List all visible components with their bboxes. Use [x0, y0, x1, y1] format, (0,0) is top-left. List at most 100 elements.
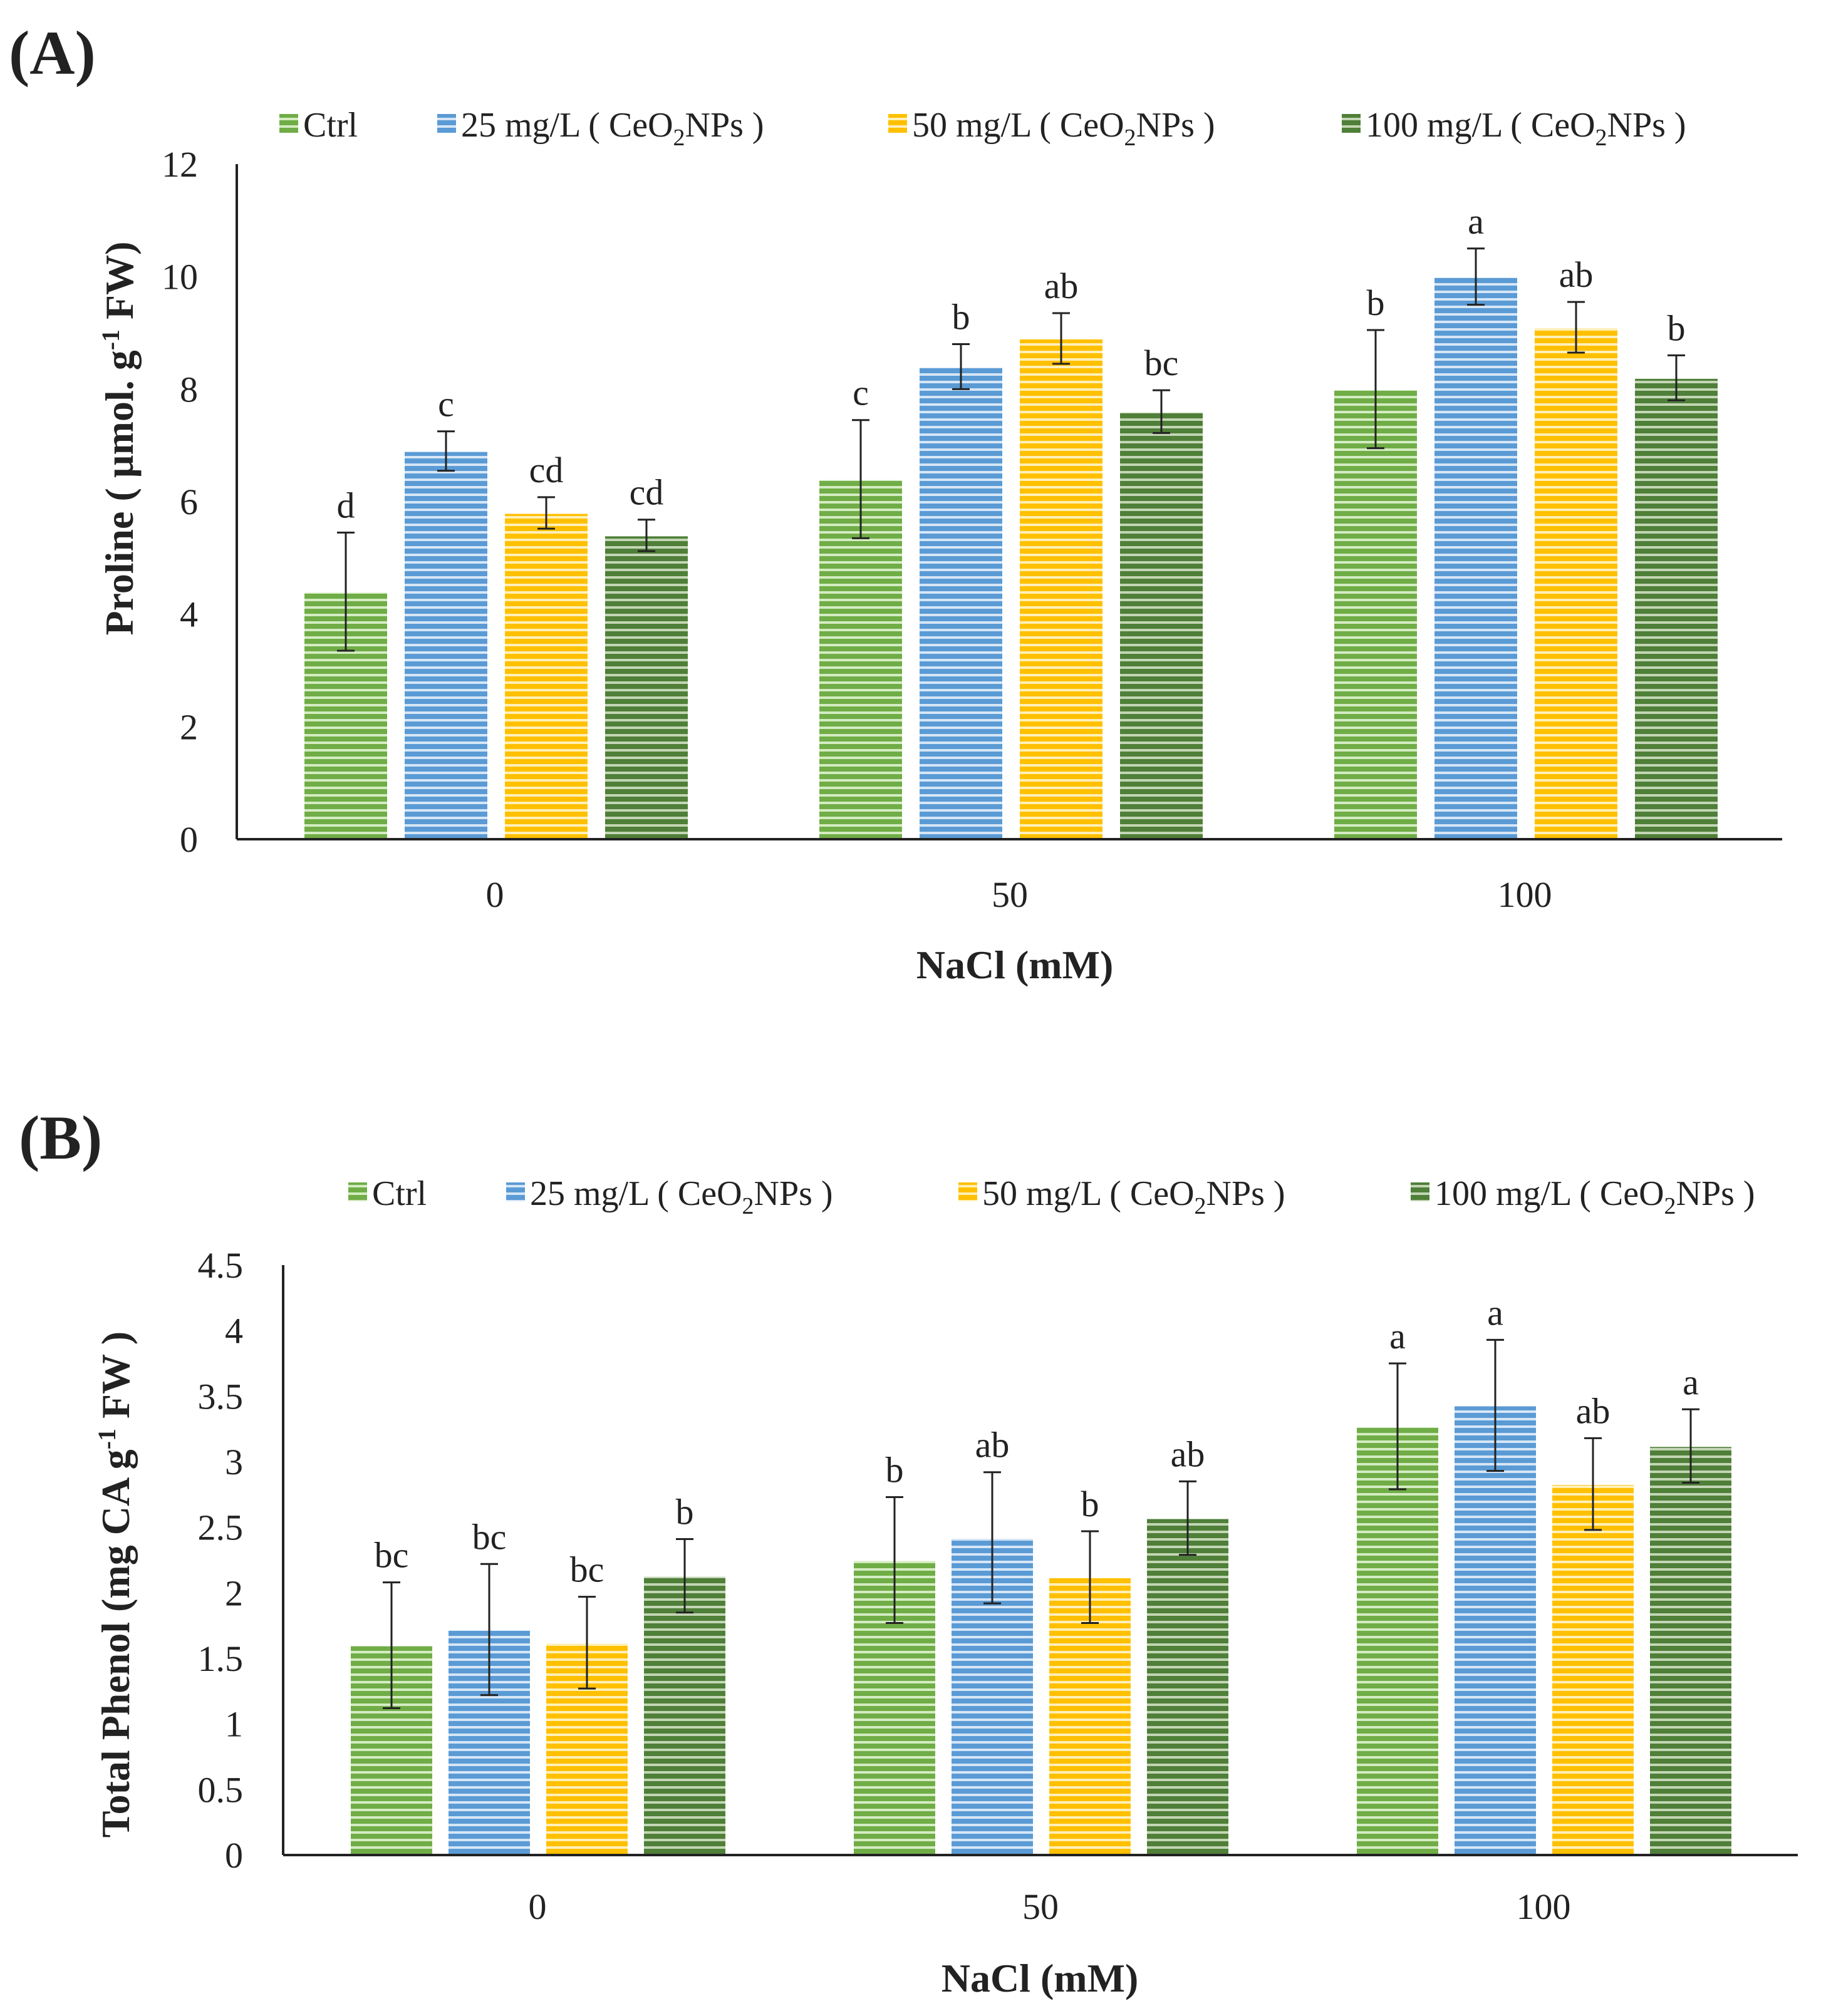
error-bar — [676, 1538, 693, 1614]
legend-label-d100: 100 mg/L ( CeO2NPs ) — [1366, 106, 1686, 151]
bar-d25-nacl-100 — [1455, 1405, 1536, 1855]
bar-d25-nacl-50 — [920, 366, 1002, 839]
y-tick-label: 1 — [225, 1704, 243, 1745]
significance-letter: ab — [975, 1425, 1010, 1465]
error-bar — [1567, 301, 1585, 354]
error-bar — [1153, 389, 1170, 434]
x-tick-label: 50 — [1022, 1886, 1059, 1927]
significance-letter: c — [438, 384, 454, 425]
legend: Ctrl 25 mg/L ( CeO2NPs ) 50 mg/L ( CeO2NPs… — [348, 1174, 1755, 1219]
y-tick-label: 3.5 — [198, 1376, 244, 1417]
x-axis-title: NaCl (mM) — [916, 943, 1114, 987]
bar-d100-nacl-100 — [1650, 1445, 1731, 1855]
error-bar — [983, 1471, 1001, 1605]
bar-ctrl-nacl-100 — [1334, 389, 1417, 839]
legend-swatch-d25 — [437, 114, 456, 133]
legend-label-ctrl: Ctrl — [303, 106, 358, 145]
bar-d100-nacl-100 — [1635, 378, 1718, 839]
x-tick-label: 50 — [992, 874, 1028, 915]
legend-label-d50: 50 mg/L ( CeO2NPs ) — [982, 1174, 1285, 1219]
x-axis-title: NaCl (mM) — [942, 1956, 1139, 2000]
error-bar — [383, 1581, 400, 1710]
significance-letter: ab — [1576, 1390, 1611, 1431]
x-tick-label: 0 — [529, 1886, 547, 1927]
legend-swatch-ctrl — [348, 1182, 367, 1201]
significance-letter: bc — [472, 1516, 507, 1557]
chart-panel-b: (B) Ctrl 25 mg/L ( CeO2NPs ) 50 mg/L ( CeO… — [19, 1103, 1798, 2000]
significance-letter: c — [853, 373, 869, 413]
y-tick-label: 0.5 — [198, 1769, 244, 1810]
error-bar — [437, 430, 455, 472]
bar-d100-nacl-0 — [644, 1576, 725, 1855]
error-bar — [1668, 354, 1685, 401]
error-bar — [1486, 1338, 1504, 1472]
legend-label-ctrl: Ctrl — [372, 1174, 427, 1213]
panel-label: (A) — [9, 18, 96, 88]
error-bar — [1467, 247, 1485, 306]
y-tick-label: 4.5 — [198, 1245, 244, 1286]
y-tick-label: 12 — [162, 144, 198, 185]
legend-label-d100: 100 mg/L ( CeO2NPs ) — [1434, 1174, 1755, 1219]
significance-letter: bc — [1144, 343, 1179, 383]
error-bar — [337, 531, 355, 652]
y-tick-label: 2 — [225, 1573, 243, 1613]
error-bar — [1052, 312, 1070, 365]
significance-letter: a — [1468, 201, 1484, 242]
y-tick-label: 8 — [180, 369, 198, 410]
significance-letter: b — [676, 1492, 694, 1533]
y-tick-label: 1.5 — [198, 1638, 244, 1679]
y-tick-label: 4 — [225, 1311, 243, 1352]
significance-letter: b — [952, 296, 970, 337]
error-bar — [480, 1563, 498, 1697]
significance-letter: ab — [1171, 1434, 1205, 1474]
y-tick-labels: 0 2 4 6 8 10 12 — [162, 144, 198, 860]
bar-d50-nacl-50 — [1020, 338, 1102, 839]
error-bar — [1389, 1362, 1406, 1491]
significance-letter: b — [886, 1450, 904, 1491]
y-tick-label: 2.5 — [198, 1507, 244, 1548]
significance-letter: bc — [375, 1535, 409, 1576]
error-bar — [578, 1596, 596, 1690]
bar-ctrl-nacl-100 — [1357, 1426, 1438, 1855]
error-bar — [952, 343, 970, 390]
bar-d100-nacl-0 — [605, 535, 688, 839]
error-bar — [1179, 1480, 1196, 1556]
significance-letter: bc — [570, 1549, 604, 1590]
error-bar — [1367, 329, 1384, 450]
y-tick-labels: 0 0.5 1 1.5 2 2.5 3 3.5 4 4.5 — [198, 1245, 244, 1876]
y-tick-label: 6 — [180, 482, 198, 522]
significance-letter: a — [1487, 1292, 1503, 1333]
significance-letter: d — [337, 485, 355, 525]
y-tick-label: 3 — [225, 1442, 243, 1482]
significance-letter: b — [1668, 308, 1686, 348]
legend-swatch-d25 — [506, 1182, 525, 1201]
significance-letter: a — [1389, 1316, 1406, 1357]
bar-d50-nacl-0 — [505, 512, 588, 839]
significance-letter: b — [1081, 1484, 1099, 1524]
x-tick-label: 100 — [1517, 1886, 1571, 1927]
legend-swatch-d100 — [1411, 1182, 1429, 1201]
legend-label-d25: 25 mg/L ( CeO2NPs ) — [461, 106, 764, 151]
significance-letter: cd — [529, 450, 564, 490]
error-bar — [1682, 1408, 1699, 1484]
bar-d100-nacl-50 — [1147, 1518, 1228, 1855]
legend-label-d50: 50 mg/L ( CeO2NPs ) — [912, 106, 1215, 151]
error-bar — [1081, 1530, 1099, 1624]
legend-swatch-d50 — [958, 1182, 977, 1201]
y-tick-label: 4 — [180, 594, 198, 635]
bar-d25-nacl-0 — [405, 451, 487, 839]
error-bar — [852, 419, 869, 539]
significance-letter: ab — [1559, 254, 1594, 295]
error-bar — [537, 496, 555, 530]
significance-letter: a — [1683, 1362, 1699, 1402]
significance-letter: b — [1367, 282, 1385, 323]
y-tick-label: 10 — [162, 257, 198, 297]
legend-swatch-d100 — [1342, 114, 1361, 133]
error-bar — [638, 519, 655, 552]
error-bar — [886, 1496, 903, 1624]
legend-label-d25: 25 mg/L ( CeO2NPs ) — [530, 1174, 833, 1219]
significance-letter: cd — [630, 472, 664, 513]
bar-d100-nacl-50 — [1120, 411, 1203, 839]
